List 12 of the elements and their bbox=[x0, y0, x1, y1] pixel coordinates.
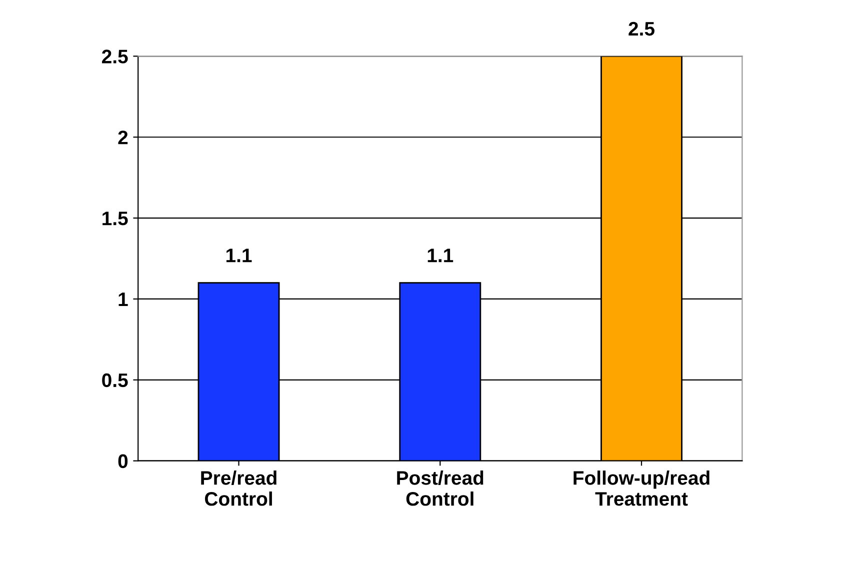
data-label: 1.1 bbox=[226, 248, 252, 262]
y-tick-label: 0 bbox=[118, 454, 128, 468]
data-label: 2.5 bbox=[628, 22, 654, 36]
data-label: 1.1 bbox=[428, 248, 454, 262]
x-tick-label: Pre/read Control bbox=[201, 470, 276, 506]
y-tick-label: 1.5 bbox=[102, 212, 128, 226]
y-tick-label: 2 bbox=[118, 130, 128, 144]
x-tick-label: Post/read Control bbox=[397, 470, 484, 506]
x-tick-label: Follow-up/read Treatment bbox=[574, 470, 710, 506]
y-tick-label: 0.5 bbox=[102, 373, 128, 388]
y-tick-label: 1 bbox=[118, 292, 128, 306]
y-tick-label: 2.5 bbox=[102, 50, 128, 64]
